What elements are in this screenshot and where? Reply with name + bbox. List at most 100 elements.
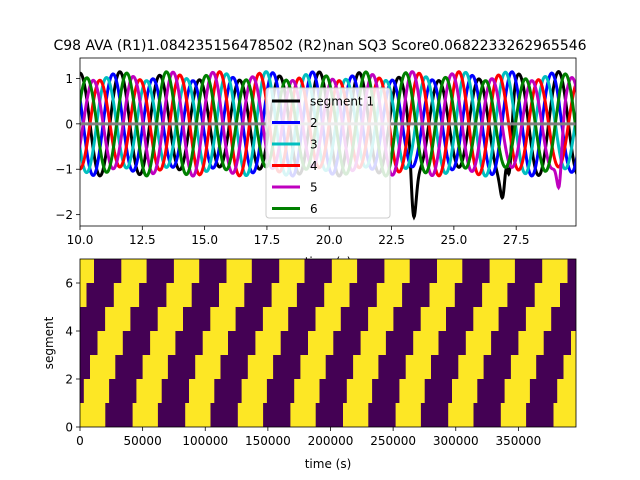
heatmap-cell-row-2: [90, 355, 116, 379]
top-x-tick-label: 25.0: [441, 233, 468, 247]
heatmap-cell-row-5: [80, 283, 87, 307]
top-y-tick-label: 1: [65, 72, 73, 86]
top-x-tick-label: 20.0: [316, 233, 343, 247]
heatmap-cell-row-1: [346, 379, 373, 403]
legend-label-3: 3: [310, 138, 318, 152]
heatmap-cell-row-4: [105, 307, 131, 331]
heatmap-axes-frame: [79, 258, 577, 428]
heatmap-cell-row-4: [368, 307, 394, 331]
heatmap-cell-row-1: [504, 379, 530, 403]
heatmap-cell-row-2: [458, 355, 484, 379]
heatmap-cell-row-3: [202, 331, 228, 355]
heatmap-cell-row-0: [500, 403, 527, 427]
heatmap-x-tick-label: 0: [76, 434, 84, 448]
top-x-axis: 10.0 12.5 15.0 17.5 20.0 22.5 25.0 27.5: [67, 226, 530, 247]
heatmap-cell-row-1: [452, 379, 478, 403]
heatmap-cell-row-4: [157, 307, 183, 331]
top-y-tick-label: −1: [55, 163, 73, 177]
heatmap-cell-row-3: [255, 331, 281, 355]
top-x-tick-label: 10.0: [67, 233, 94, 247]
heatmap-chart: 0 50000 100000 150000 200000 250000 300000 3500…: [42, 258, 577, 471]
legend-label-6: 6: [310, 202, 318, 216]
heatmap-cell-row-1: [136, 379, 162, 403]
heatmap-cell-row-6: [80, 259, 94, 283]
series-line-6: [80, 70, 576, 178]
heatmap-cell-row-6: [437, 259, 463, 283]
heatmap-cell-row-2: [510, 355, 537, 379]
heatmap-cell-row-4: [473, 307, 499, 331]
heatmap-cell-row-3: [150, 331, 176, 355]
heatmap-cell-row-6: [121, 259, 147, 283]
heatmap-cell-row-1: [294, 379, 320, 403]
heatmap-cell-row-6: [279, 259, 305, 283]
heatmap-cell-row-6: [489, 259, 515, 283]
heatmap-cell-row-2: [563, 355, 576, 379]
heatmap-cell-row-3: [465, 331, 492, 355]
heatmap-x-tick-label: 350000: [495, 434, 541, 448]
heatmap-cell-row-4: [210, 307, 236, 331]
heatmap-cell-row-3: [360, 331, 386, 355]
legend-label-1: segment 1: [310, 95, 374, 109]
heatmap-cell-row-5: [324, 283, 350, 307]
heatmap-cell-row-2: [247, 355, 274, 379]
top-x-tick-label: 27.5: [503, 233, 530, 247]
heatmap-x-axis-label: time (s): [305, 457, 352, 471]
heatmap-cell-row-0: [553, 403, 576, 427]
heatmap-cell-row-2: [142, 355, 168, 379]
heatmap-cell-row-1: [189, 379, 215, 403]
heatmap-cell-row-5: [219, 283, 245, 307]
heatmap-cell-row-0: [343, 403, 369, 427]
heatmap-cell-row-6: [226, 259, 252, 283]
heatmap-cell-row-4: [315, 307, 341, 331]
heatmap-cell-row-5: [534, 283, 560, 307]
heatmap-y-axis-label: segment: [42, 316, 56, 369]
heatmap-x-tick-label: 250000: [370, 434, 416, 448]
heatmap-y-axis: 0 2 4 6: [65, 277, 80, 435]
heatmap-y-tick-label: 6: [65, 277, 73, 291]
heatmap-cell-row-6: [384, 259, 410, 283]
heatmap-cell-row-5: [271, 283, 297, 307]
heatmap-cell-row-5: [166, 283, 192, 307]
legend-label-2: 2: [310, 116, 318, 130]
legend: segment 1 2 3 4 5 6: [265, 87, 391, 219]
top-x-tick-label: 15.0: [191, 233, 218, 247]
heatmap-cell-row-1: [83, 379, 110, 403]
heatmap-cell-row-5: [113, 283, 140, 307]
heatmap-x-tick-label: 50000: [124, 434, 162, 448]
heatmap-cell-row-2: [195, 355, 221, 379]
heatmap-x-tick-label: 300000: [433, 434, 479, 448]
heatmap-cell-row-0: [290, 403, 316, 427]
heatmap-cell-row-6: [173, 259, 200, 283]
heatmap-cell-row-1: [241, 379, 267, 403]
heatmap-cell-row-0: [132, 403, 158, 427]
heatmap-cell-row-0: [395, 403, 421, 427]
heatmap-cell-row-4: [262, 307, 289, 331]
legend-label-4: 4: [310, 159, 318, 173]
top-y-tick-label: 0: [65, 117, 73, 131]
heatmap-cell-row-6: [331, 259, 358, 283]
top-axes-frame: [79, 57, 577, 227]
heatmap-cell-row-0: [237, 403, 264, 427]
heatmap-cell-row-3: [308, 331, 334, 355]
heatmap-cell-row-0: [185, 403, 211, 427]
heatmap-x-tick-label: 200000: [308, 434, 354, 448]
top-y-tick-label: −2: [55, 208, 73, 222]
figure-title: C98 AVA (R1)1.084235156478502 (R2)nan SQ…: [53, 38, 586, 54]
heatmap-cell-row-3: [518, 331, 544, 355]
legend-label-5: 5: [310, 181, 318, 195]
heatmap-cell-row-3: [413, 331, 439, 355]
top-x-tick-label: 17.5: [254, 233, 281, 247]
heatmap-cell-row-1: [557, 379, 576, 403]
heatmap-y-tick-label: 2: [65, 373, 73, 387]
heatmap-cell-row-5: [482, 283, 508, 307]
heatmap-cell-row-3: [571, 331, 576, 355]
heatmap-x-axis: 0 50000 100000 150000 200000 250000 300000 3500…: [76, 427, 541, 448]
heatmap-cell-row-4: [420, 307, 446, 331]
heatmap-x-tick-label: 150000: [245, 434, 291, 448]
top-y-axis: 1 0 −1 −2: [55, 72, 80, 222]
heatmap-x-tick-label: 100000: [182, 434, 228, 448]
heatmap-y-tick-label: 4: [65, 325, 73, 339]
heatmap-cell-row-2: [405, 355, 431, 379]
top-x-tick-label: 22.5: [378, 233, 405, 247]
